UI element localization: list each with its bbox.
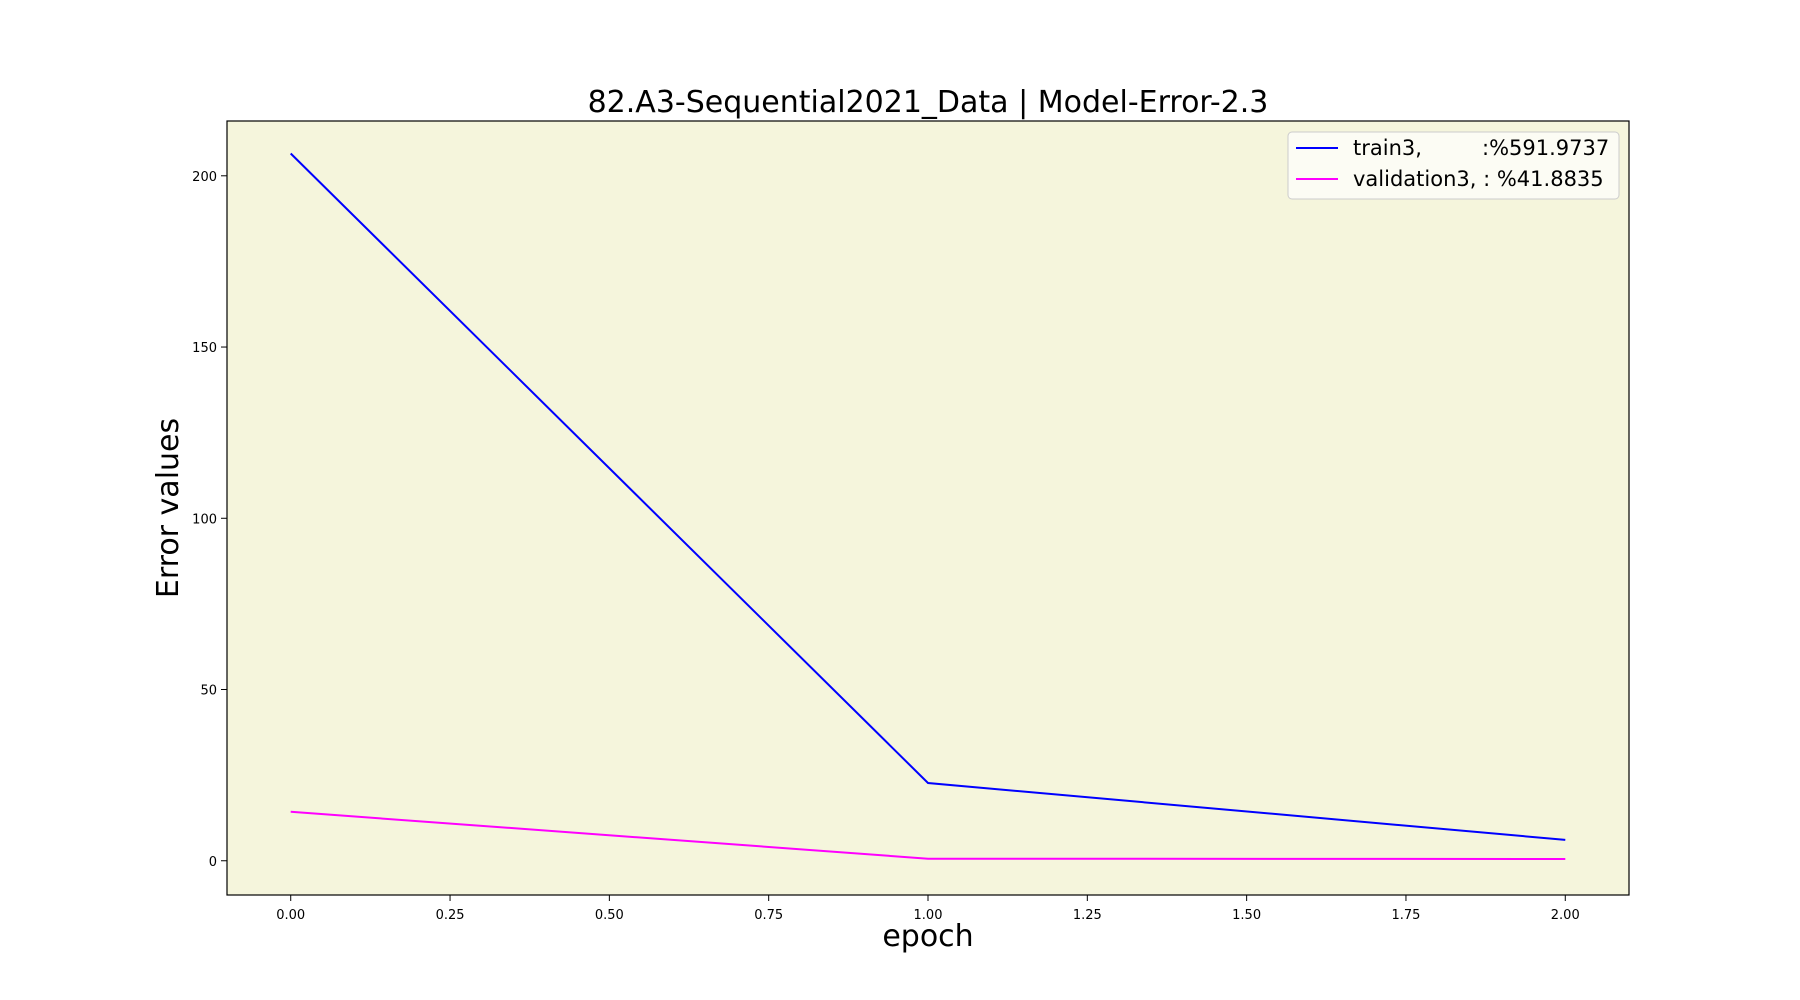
y-tick-label: 0 <box>209 855 217 870</box>
y-tick-label: 100 <box>192 512 217 527</box>
y-axis-label: Error values <box>151 418 186 598</box>
y-axis-ticks: 0 50 100 150 200 <box>192 170 227 870</box>
plot-area <box>226 120 1630 896</box>
x-tick-label: 1.25 <box>1073 908 1102 923</box>
x-tick-label: 0.50 <box>595 908 624 923</box>
legend: train3, :%591.9737 validation3, : %41.88… <box>1287 131 1620 200</box>
x-axis-ticks: 0.00 0.25 0.50 0.75 1.00 1.25 1.50 1.75 2.00 <box>276 895 1580 923</box>
x-tick-label: 0.25 <box>436 908 465 923</box>
legend-label-validation: validation3, : %41.8835 <box>1353 167 1604 191</box>
series-line-0 <box>289 152 1566 841</box>
x-tick-label: 1.50 <box>1232 908 1261 923</box>
y-tick-label: 50 <box>200 684 217 699</box>
x-axis-label: epoch <box>882 919 973 954</box>
x-tick-label: 0.00 <box>276 908 305 923</box>
series-line-1 <box>290 810 1566 860</box>
x-tick-label: 1.75 <box>1391 908 1420 923</box>
y-tick-label: 200 <box>192 170 217 185</box>
x-tick-label: 0.75 <box>754 908 783 923</box>
legend-box <box>1287 131 1620 200</box>
x-tick-label: 2.00 <box>1551 908 1580 923</box>
x-tick-label: 1.00 <box>914 908 943 923</box>
series-layer <box>289 152 1566 860</box>
chart-title: 82.A3-Sequential2021_Data | Model-Error-… <box>588 85 1269 120</box>
y-tick-label: 150 <box>192 341 217 356</box>
legend-label-train: train3, :%591.9737 <box>1353 136 1609 160</box>
